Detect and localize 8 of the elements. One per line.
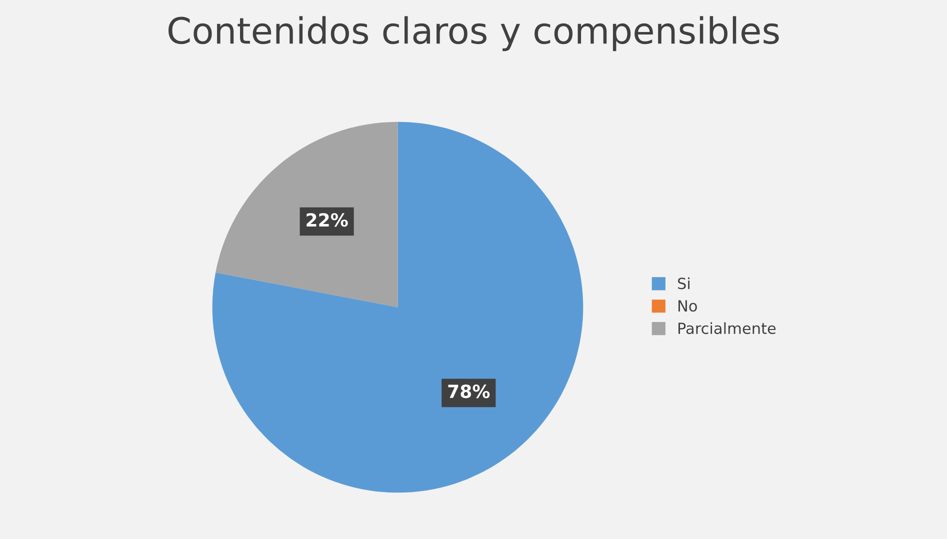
legend-label: Si — [678, 277, 690, 290]
pie-slice — [212, 122, 584, 493]
data-label: 22% — [306, 213, 348, 227]
data-label: 78% — [448, 384, 490, 398]
legend-label: Parcialmente — [678, 322, 776, 334]
pie-slice — [216, 122, 398, 308]
legend-label: No — [678, 300, 697, 312]
chart-title: Contenidos claros y compensibles — [168, 16, 779, 52]
